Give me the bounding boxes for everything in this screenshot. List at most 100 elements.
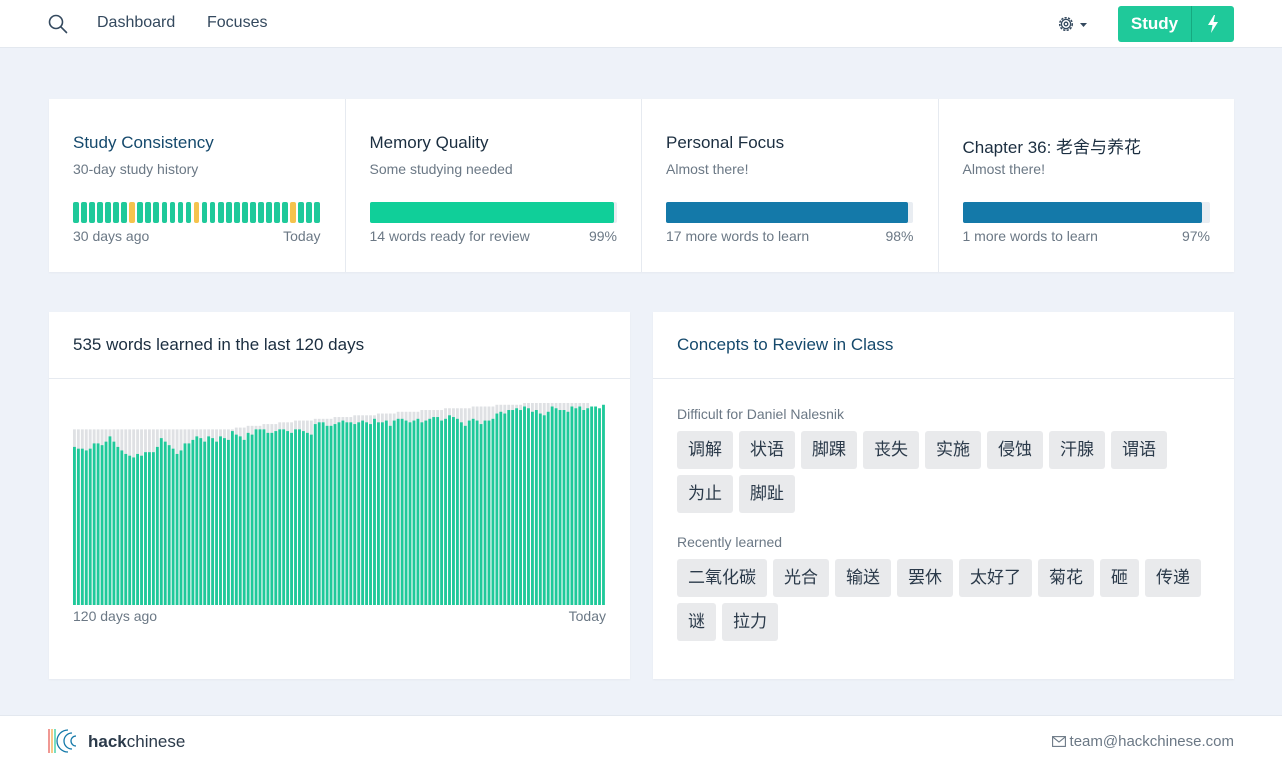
word-chip[interactable]: 输送: [835, 559, 891, 597]
quick-study-button[interactable]: [1191, 6, 1234, 42]
missed-day-bar: [290, 202, 296, 223]
learned-bar: [377, 422, 380, 605]
learned-bar: [309, 434, 313, 605]
memory-quality-card[interactable]: Memory Quality Some studying needed 14 w…: [346, 99, 642, 272]
learned-bar: [487, 420, 491, 605]
search-icon[interactable]: [48, 14, 68, 34]
personal-focus-card[interactable]: Personal Focus Almost there! 17 more wor…: [642, 99, 939, 272]
learned-bar: [242, 439, 246, 605]
hackchinese-logo[interactable]: [48, 727, 80, 755]
study-consistency-card[interactable]: Study Consistency 30-day study history 3…: [49, 99, 346, 272]
studied-day-bar: [306, 202, 313, 223]
learned-bar: [301, 431, 305, 605]
learned-bar: [294, 429, 297, 605]
learned-bar: [116, 446, 120, 605]
footer: hackchinese team@hackchinese.com: [0, 715, 1282, 764]
learned-bar: [104, 441, 108, 605]
nav-dashboard-link[interactable]: Dashboard: [97, 14, 176, 31]
word-chip[interactable]: 调解: [677, 431, 733, 469]
word-chip[interactable]: 脚踝: [801, 431, 857, 469]
studied-day-bar: [209, 202, 216, 223]
learned-bar: [444, 418, 447, 605]
settings-dropdown[interactable]: [1056, 14, 1090, 34]
progress-fill: [666, 202, 909, 223]
learned-bar: [483, 420, 487, 605]
word-chip[interactable]: 汗腺: [1049, 431, 1105, 469]
studied-day-bar: [121, 202, 127, 223]
learned-bar: [519, 410, 522, 605]
word-chip[interactable]: 菊花: [1038, 559, 1094, 597]
learned-bar: [230, 431, 234, 605]
learned-bar: [148, 452, 151, 605]
learned-bar: [594, 406, 598, 605]
nav-focuses-link[interactable]: Focuses: [207, 14, 268, 31]
learned-bar: [602, 404, 605, 605]
learned-bar: [396, 418, 400, 605]
learned-bar: [266, 432, 270, 605]
studied-day-bar: [298, 202, 304, 223]
word-chip[interactable]: 侵蚀: [987, 431, 1043, 469]
studied-day-bar: [266, 202, 272, 223]
studied-day-bar: [225, 202, 232, 223]
learned-bar: [195, 436, 199, 605]
word-chip[interactable]: 砸: [1100, 559, 1139, 597]
word-chip[interactable]: 实施: [925, 431, 981, 469]
word-chip[interactable]: 传递: [1145, 559, 1201, 597]
learned-bar: [215, 441, 218, 605]
learned-bar: [171, 448, 175, 605]
brand-name: hackchinese: [88, 732, 186, 751]
stat-title[interactable]: Study Consistency: [73, 133, 214, 152]
learned-bar: [459, 422, 463, 605]
learned-bar: [523, 406, 526, 605]
learned-bar: [73, 446, 76, 605]
learned-bar: [471, 418, 475, 605]
word-chip[interactable]: 谓语: [1111, 431, 1167, 469]
learned-bar: [211, 438, 215, 605]
missed-day-bar: [193, 202, 200, 223]
learned-bar: [404, 420, 408, 605]
learned-bar: [428, 418, 432, 605]
progress-track: [962, 202, 1210, 223]
learned-bar: [566, 411, 570, 605]
learned-bar: [357, 422, 361, 605]
learned-bar: [144, 452, 147, 605]
learned-bar: [558, 410, 562, 605]
word-chip[interactable]: 罢休: [897, 559, 953, 597]
word-chip[interactable]: 状语: [739, 431, 795, 469]
learned-bar: [140, 455, 143, 605]
word-chip[interactable]: 太好了: [959, 559, 1032, 597]
concepts-title[interactable]: Concepts to Review in Class: [653, 312, 1234, 379]
learned-bar: [223, 438, 226, 605]
stat-subtitle: 30-day study history: [73, 161, 199, 177]
learned-bar: [286, 431, 290, 605]
learned-bar: [507, 410, 511, 605]
learned-bar: [436, 417, 440, 605]
contact-email-link[interactable]: team@hackchinese.com: [1069, 733, 1234, 750]
learned-bar: [530, 411, 534, 605]
learned-bar: [226, 439, 230, 605]
learned-bar: [527, 408, 530, 605]
learned-bar: [246, 432, 250, 605]
word-chip[interactable]: 谜: [677, 603, 716, 641]
learned-bar: [100, 445, 104, 605]
progress-track: [666, 202, 913, 223]
word-chip[interactable]: 拉力: [722, 603, 778, 641]
word-chip[interactable]: 二氧化碳: [677, 559, 767, 597]
word-chip[interactable]: 光合: [773, 559, 829, 597]
studied-day-bar: [81, 202, 87, 223]
learned-bar: [88, 448, 92, 605]
chapter-focus-card[interactable]: Chapter 36: 老舍与养花 Almost there! 1 more w…: [939, 99, 1235, 272]
learned-bar: [333, 424, 337, 605]
missed-day-bar: [129, 202, 135, 223]
learned-bar: [463, 425, 467, 605]
word-chip[interactable]: 为止: [677, 475, 733, 513]
stat-subtitle: Almost there!: [962, 161, 1045, 177]
study-button[interactable]: Study: [1118, 6, 1191, 42]
lightning-bolt-icon: [1208, 15, 1218, 33]
learned-bar: [317, 422, 321, 605]
word-chip[interactable]: 丧失: [863, 431, 919, 469]
studied-day-bar: [97, 202, 103, 223]
word-chip[interactable]: 脚趾: [739, 475, 795, 513]
learned-bar: [305, 432, 309, 605]
stat-left-label: 1 more words to learn: [962, 228, 1098, 244]
